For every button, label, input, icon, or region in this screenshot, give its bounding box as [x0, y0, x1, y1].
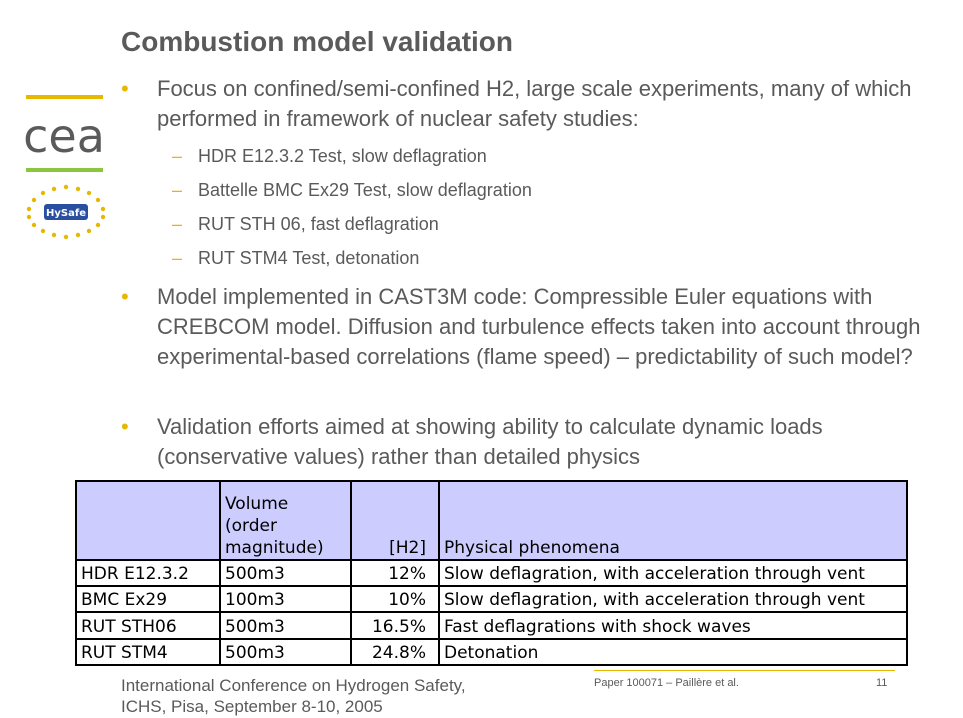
bullet-marker: •: [121, 414, 129, 439]
sub-marker: –: [172, 146, 183, 166]
footer-divider: [594, 670, 895, 671]
header-volume-line: (order: [225, 515, 277, 536]
slide-title: Combustion model validation: [121, 26, 514, 57]
cell-test: BMC Ex29: [75, 585, 221, 614]
header-volume-line: magnitude): [225, 537, 324, 558]
header-cell-phenomena: Physical phenomena: [438, 480, 908, 561]
hysafe-logo-text: HySafe: [46, 208, 86, 219]
header-volume-line: Volume: [225, 493, 289, 514]
bullet-item: • Model implemented in CAST3M code: Comp…: [121, 282, 921, 372]
experiments-table: Volume (order magnitude) [H2] Physical p…: [75, 480, 908, 667]
sub-item-text: RUT STH 06, fast deflagration: [198, 214, 439, 234]
sub-item: – RUT STM4 Test, detonation: [172, 247, 419, 269]
cell-h2: 12%: [350, 558, 440, 588]
cea-logo: cea: [23, 110, 105, 162]
sub-item: – Battelle BMC Ex29 Test, slow deflagrati…: [172, 179, 532, 201]
cell-test: RUT STH06: [75, 611, 221, 640]
cea-logo-text: cea: [23, 110, 105, 162]
cell-volume: 500m3: [219, 558, 352, 588]
bullet-text: Model implemented in CAST3M code: Compre…: [157, 284, 921, 369]
header-cell-test: [75, 480, 221, 561]
table-row: RUT STH06 500m3 16.5% Fast deflagrations…: [75, 611, 908, 640]
cell-phenomena: Fast deflagrations with shock waves: [438, 611, 908, 640]
cell-test: HDR E12.3.2: [75, 558, 221, 588]
table-row: HDR E12.3.2 500m3 12% Slow deflagration,…: [75, 558, 908, 588]
sub-item: – RUT STH 06, fast deflagration: [172, 213, 439, 235]
sub-marker: –: [172, 248, 183, 268]
bullet-marker: •: [121, 284, 129, 309]
cell-volume: 100m3: [219, 585, 352, 614]
bullet-marker: •: [121, 76, 129, 101]
footer-conference: International Conference on Hydrogen Saf…: [121, 675, 466, 717]
cell-h2: 24.8%: [350, 637, 440, 667]
sub-item: – HDR E12.3.2 Test, slow deflagration: [172, 145, 487, 167]
header-cell-volume: Volume (order magnitude): [219, 480, 352, 561]
bullet-item: • Focus on confined/semi-confined H2, la…: [121, 74, 921, 134]
page-number: 11: [876, 677, 888, 689]
hysafe-logo: HySafe: [26, 184, 106, 240]
sub-item-text: RUT STM4 Test, detonation: [198, 248, 420, 268]
cell-phenomena: Detonation: [438, 637, 908, 667]
bullet-text: Focus on confined/semi-confined H2, larg…: [157, 76, 912, 131]
logo-divider-yellow: [26, 95, 103, 99]
bullet-item: • Validation efforts aimed at showing ab…: [121, 412, 921, 472]
footer-conference-line: International Conference on Hydrogen Saf…: [121, 676, 466, 695]
hysafe-badge: [44, 204, 88, 220]
table-header-row: Volume (order magnitude) [H2] Physical p…: [75, 480, 908, 561]
logo-divider-green: [26, 168, 103, 172]
header-cell-h2: [H2]: [350, 480, 440, 561]
sub-item-text: HDR E12.3.2 Test, slow deflagration: [198, 146, 487, 166]
cell-volume: 500m3: [219, 637, 352, 667]
sub-item-text: Battelle BMC Ex29 Test, slow deflagratio…: [198, 180, 532, 200]
bullet-text: Validation efforts aimed at showing abil…: [157, 414, 823, 469]
cell-phenomena: Slow deflagration, with acceleration thr…: [438, 558, 908, 588]
footer-paper: Paper 100071 – Paillère et al.: [594, 677, 739, 689]
table-row: RUT STM4 500m3 24.8% Detonation: [75, 637, 908, 667]
sub-marker: –: [172, 214, 183, 234]
table-row: BMC Ex29 100m3 10% Slow deflagration, wi…: [75, 585, 908, 614]
sub-marker: –: [172, 180, 183, 200]
cell-test: RUT STM4: [75, 637, 221, 667]
footer-conference-line: ICHS, Pisa, September 8-10, 2005: [121, 697, 383, 716]
cell-volume: 500m3: [219, 611, 352, 640]
cell-h2: 10%: [350, 585, 440, 614]
hysafe-stars-ring: [26, 184, 106, 240]
cell-phenomena: Slow deflagration, with acceleration thr…: [438, 585, 908, 614]
cell-h2: 16.5%: [350, 611, 440, 640]
